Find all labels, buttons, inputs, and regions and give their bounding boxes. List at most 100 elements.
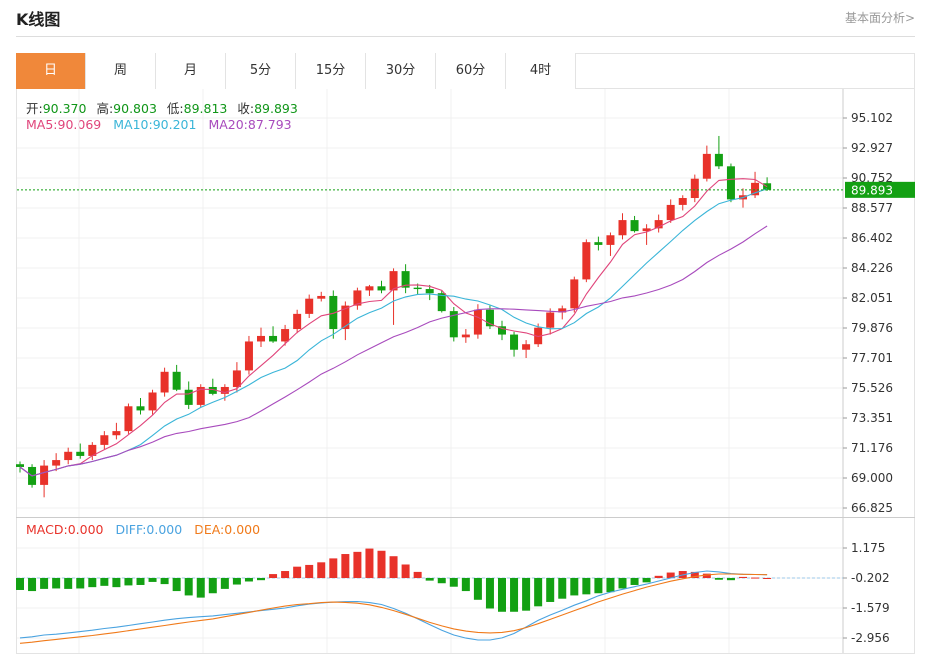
macd-bar	[739, 576, 747, 578]
candle-body	[498, 326, 506, 335]
ma20-value: 87.793	[247, 117, 292, 132]
candle-body	[618, 220, 627, 236]
candle-body	[594, 242, 603, 245]
candle-body	[172, 371, 181, 390]
y-tick-label: 77.701	[851, 351, 893, 365]
candle-body	[341, 305, 350, 330]
macd-bar	[148, 578, 157, 582]
candle-body	[413, 287, 422, 290]
tab-week[interactable]: 周	[86, 53, 156, 89]
ma10-label: MA10:	[113, 117, 153, 132]
candle-body	[473, 309, 482, 335]
macd-bar	[16, 578, 24, 590]
tab-4hour[interactable]: 4时	[506, 53, 576, 89]
candle-body	[522, 344, 531, 350]
candle-body	[389, 271, 398, 291]
y-tick-label: 86.402	[851, 231, 893, 245]
candle-body	[52, 460, 61, 466]
y-tick-label: 88.577	[851, 201, 893, 215]
macd-bar	[52, 578, 61, 589]
candle-body	[666, 204, 675, 221]
low-value: 89.813	[183, 101, 228, 116]
candle-body	[293, 313, 302, 330]
candle-body	[196, 386, 205, 405]
candle-body	[269, 335, 278, 342]
macd-bar	[449, 578, 458, 587]
fundamental-analysis-link[interactable]: 基本面分析>	[844, 11, 915, 25]
macd-bar	[437, 578, 446, 584]
ohlc-info: 开:90.370 高:90.803 低:89.813 收:89.893	[26, 98, 298, 117]
close-label: 收:	[237, 101, 255, 116]
candle-body	[40, 465, 49, 485]
macd-bar	[377, 550, 386, 578]
dea-label: DEA:	[194, 522, 225, 537]
macd-bar	[281, 571, 290, 578]
tab-day[interactable]: 日	[16, 53, 86, 89]
candle-body	[690, 178, 699, 199]
macd-bar	[546, 578, 555, 602]
candle-body	[437, 293, 446, 312]
low-label: 低:	[166, 101, 184, 116]
macd-bar	[208, 578, 217, 594]
y-tick-label: 82.051	[851, 291, 893, 305]
candle-body	[630, 220, 639, 232]
tab-30min[interactable]: 30分	[366, 53, 436, 89]
candle-body	[714, 153, 723, 167]
tab-15min[interactable]: 15分	[296, 53, 366, 89]
macd-bar	[317, 562, 326, 578]
macd-bar	[269, 574, 278, 578]
candle-body	[449, 311, 458, 338]
macd-diff-line	[19, 570, 768, 641]
macd-bar	[666, 572, 675, 578]
tab-60min[interactable]: 60分	[436, 53, 506, 89]
macd-bar	[28, 578, 37, 592]
macd-bar	[76, 578, 85, 589]
ma20-label: MA20:	[208, 117, 248, 132]
diff-value: 0.000	[146, 522, 183, 537]
close-value: 89.893	[254, 101, 298, 116]
diff-label: DIFF:	[115, 522, 147, 537]
macd-bar	[763, 578, 772, 579]
candle-body	[570, 279, 579, 309]
macd-bar	[425, 578, 434, 581]
y-tick-label: 75.526	[851, 381, 893, 395]
macd-bar	[112, 578, 121, 588]
tab-5min[interactable]: 5分	[226, 53, 296, 89]
macd-value: 0.000	[67, 522, 104, 537]
macd-bar	[690, 571, 699, 578]
macd-y-tick-label: -0.202	[851, 571, 890, 585]
macd-bar	[232, 578, 241, 585]
macd-bar	[353, 551, 362, 578]
macd-bar	[461, 578, 470, 592]
macd-bar	[389, 556, 398, 578]
dea-value: 0.000	[224, 522, 261, 537]
candle-body	[100, 435, 109, 445]
candle-body	[377, 286, 386, 291]
title-divider	[16, 36, 915, 37]
period-tabs: 日 周 月 5分 15分 30分 60分 4时	[16, 53, 915, 89]
candle-body	[401, 271, 410, 288]
candle-body	[726, 166, 735, 200]
macd-bar	[413, 571, 422, 578]
macd-bar	[136, 578, 145, 585]
macd-bar	[293, 566, 302, 578]
high-label: 高:	[96, 101, 114, 116]
tab-month[interactable]: 月	[156, 53, 226, 89]
y-tick-label: 69.000	[851, 471, 893, 485]
candle-body	[702, 153, 711, 179]
candle-body	[16, 464, 24, 467]
macd-bar	[702, 573, 711, 578]
y-tick-label: 84.226	[851, 261, 893, 275]
candle-body	[64, 451, 73, 461]
macd-bar	[220, 578, 229, 589]
ma10-line	[19, 188, 768, 477]
macd-y-tick-label: -2.956	[851, 631, 890, 645]
candle-body	[678, 198, 687, 205]
macd-bar	[654, 575, 663, 578]
macd-bar	[534, 578, 543, 607]
macd-label: MACD:	[26, 522, 68, 537]
open-label: 开:	[26, 101, 43, 116]
candle-body	[220, 386, 229, 394]
candle-body	[88, 444, 97, 456]
